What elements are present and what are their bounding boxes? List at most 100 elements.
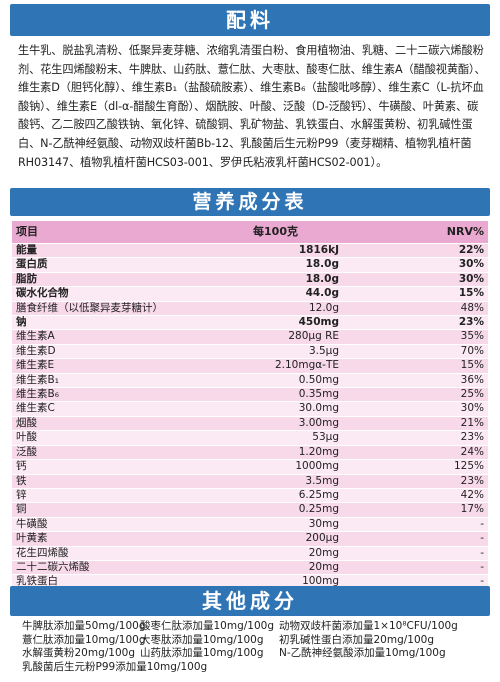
- nutrient-nrv: 15%: [343, 358, 488, 374]
- nutrient-name: 维生素C: [12, 401, 208, 417]
- table-row: 膳食纤维（以低聚异麦芽糖计） 12.0g 48%: [12, 301, 488, 317]
- table-row: 维生素B₆ 0.35mg 25%: [12, 387, 488, 403]
- other-component: 牛脾肽添加量50mg/100g: [22, 620, 146, 632]
- nutrient-nrv: 23%: [343, 474, 488, 489]
- nutrient-name: 烟酸: [12, 416, 208, 432]
- other-component: [279, 661, 488, 675]
- ingredients-title: 配料: [10, 4, 490, 36]
- table-row: 二十二碳六烯酸 20mg -: [12, 560, 488, 576]
- nutrient-amount: 0.25mg: [208, 502, 343, 518]
- nutrient-name: 二十二碳六烯酸: [12, 560, 208, 576]
- table-row: 铁 3.5mg 23%: [12, 474, 488, 489]
- nutrient-amount: 6.25mg: [208, 488, 343, 504]
- nutrient-name: 维生素D: [12, 344, 208, 360]
- nutrient-amount: 3.5μg: [208, 344, 343, 360]
- nutrient-nrv: 23%: [343, 430, 488, 446]
- nutrient-name: 叶黄素: [12, 531, 208, 547]
- nutrient-name: 花生四烯酸: [12, 546, 208, 561]
- nutrient-nrv: 42%: [343, 488, 488, 504]
- other-component: 动物双歧杆菌添加量1×10⁸CFU/100g: [279, 620, 458, 632]
- list-item: 乳酸菌后生元粉P99添加量10mg/100g: [22, 661, 488, 675]
- nutrient-nrv: 30%: [343, 401, 488, 417]
- nutrient-amount: 1816kJ: [208, 243, 343, 259]
- nutrient-amount: 1000mg: [208, 459, 343, 475]
- table-row: 叶酸 53μg 23%: [12, 430, 488, 446]
- table-row: 碳水化合物 44.0g 15%: [12, 286, 488, 302]
- table-row: 脂肪 18.0g 30%: [12, 272, 488, 288]
- nutrient-amount: 30.0mg: [208, 401, 343, 417]
- nutrient-nrv: 21%: [343, 416, 488, 432]
- nutrient-amount: 18.0g: [208, 272, 343, 288]
- nutrient-amount: 280μg RE: [208, 329, 343, 345]
- other-component: [140, 661, 279, 675]
- nutrient-name: 叶酸: [12, 430, 208, 446]
- header-amount: 每100克: [208, 221, 343, 244]
- nutrient-nrv: -: [343, 531, 488, 547]
- nutrition-header-row: 项目 每100克 NRV%: [12, 221, 488, 244]
- nutrient-nrv: 25%: [343, 387, 488, 403]
- nutrient-nrv: 17%: [343, 502, 488, 518]
- nutrient-nrv: 36%: [343, 373, 488, 389]
- nutrient-nrv: -: [343, 546, 488, 561]
- table-row: 维生素C 30.0mg 30%: [12, 401, 488, 417]
- nutrient-amount: 3.5mg: [208, 474, 343, 489]
- nutrient-nrv: 23%: [343, 315, 488, 331]
- nutrient-name: 膳食纤维（以低聚异麦芽糖计）: [12, 301, 208, 317]
- nutrient-nrv: 125%: [343, 459, 488, 475]
- nutrient-amount: 2.10mgα-TE: [208, 358, 343, 374]
- nutrient-amount: 0.35mg: [208, 387, 343, 403]
- table-row: 锌 6.25mg 42%: [12, 488, 488, 504]
- nutrient-name: 维生素B₁: [12, 373, 208, 389]
- nutrient-amount: 12.0g: [208, 301, 343, 317]
- table-row: 钠 450mg 23%: [12, 315, 488, 331]
- nutrient-nrv: -: [343, 517, 488, 533]
- nutrient-amount: 0.50mg: [208, 373, 343, 389]
- header-item: 项目: [12, 221, 208, 244]
- other-component: 初乳碱性蛋白添加量20mg/100g: [279, 633, 434, 646]
- nutrient-name: 钙: [12, 459, 208, 475]
- nutrient-amount: 44.0g: [208, 286, 343, 302]
- nutrient-amount: 3.00mg: [208, 416, 343, 432]
- other-component: 大枣肽添加量10mg/100g: [140, 633, 264, 646]
- nutrient-amount: 1.20mg: [208, 445, 343, 461]
- list-item: 牛脾肽添加量50mg/100g 酸枣仁肽添加量10mg/100g 动物双歧杆菌添加量…: [22, 620, 488, 634]
- list-item: 薏仁肽添加量10mg/100g 大枣肽添加量10mg/100g 初乳碱性蛋白添加量2…: [22, 634, 488, 648]
- table-row: 能量 1816kJ 22%: [12, 243, 488, 259]
- nutrient-name: 牛磺酸: [12, 517, 208, 533]
- nutrient-amount: 200μg: [208, 531, 343, 547]
- table-row: 泛酸 1.20mg 24%: [12, 445, 488, 461]
- nutrient-nrv: 30%: [343, 257, 488, 273]
- table-row: 维生素D 3.5μg 70%: [12, 344, 488, 360]
- nutrient-nrv: 30%: [343, 272, 488, 288]
- nutrient-name: 锌: [12, 488, 208, 504]
- other-components-title: 其他成分: [10, 586, 490, 616]
- nutrient-name: 能量: [12, 243, 208, 259]
- nutrient-name: 铜: [12, 502, 208, 518]
- nutrient-amount: 30mg: [208, 517, 343, 533]
- nutrient-nrv: 35%: [343, 329, 488, 345]
- nutrient-amount: 18.0g: [208, 257, 343, 273]
- nutrient-nrv: 24%: [343, 445, 488, 461]
- table-row: 牛磺酸 30mg -: [12, 517, 488, 533]
- nutrient-name: 泛酸: [12, 445, 208, 461]
- nutrient-nrv: -: [343, 560, 488, 576]
- table-row: 维生素E 2.10mgα-TE 15%: [12, 358, 488, 374]
- other-component: 酸枣仁肽添加量10mg/100g: [140, 620, 274, 632]
- table-row: 钙 1000mg 125%: [12, 459, 488, 475]
- list-item: 水解蛋黄粉20mg/100g 山药肽添加量10mg/100g N-乙酰神经氨酸添加量…: [22, 647, 488, 661]
- header-nrv: NRV%: [343, 221, 488, 244]
- table-row: 蛋白质 18.0g 30%: [12, 257, 488, 273]
- nutrient-nrv: 22%: [343, 243, 488, 259]
- nutrient-name: 维生素B₆: [12, 387, 208, 403]
- nutrient-name: 碳水化合物: [12, 286, 208, 302]
- table-row: 烟酸 3.00mg 21%: [12, 416, 488, 432]
- table-row: 花生四烯酸 20mg -: [12, 546, 488, 561]
- other-component: 薏仁肽添加量10mg/100g: [22, 633, 146, 646]
- table-row: 维生素A 280μg RE 35%: [12, 329, 488, 345]
- nutrient-amount: 20mg: [208, 560, 343, 576]
- nutrient-nrv: 48%: [343, 301, 488, 317]
- nutrient-amount: 53μg: [208, 430, 343, 446]
- nutrient-nrv: 15%: [343, 286, 488, 302]
- table-row: 铜 0.25mg 17%: [12, 502, 488, 518]
- nutrient-name: 钠: [12, 315, 208, 331]
